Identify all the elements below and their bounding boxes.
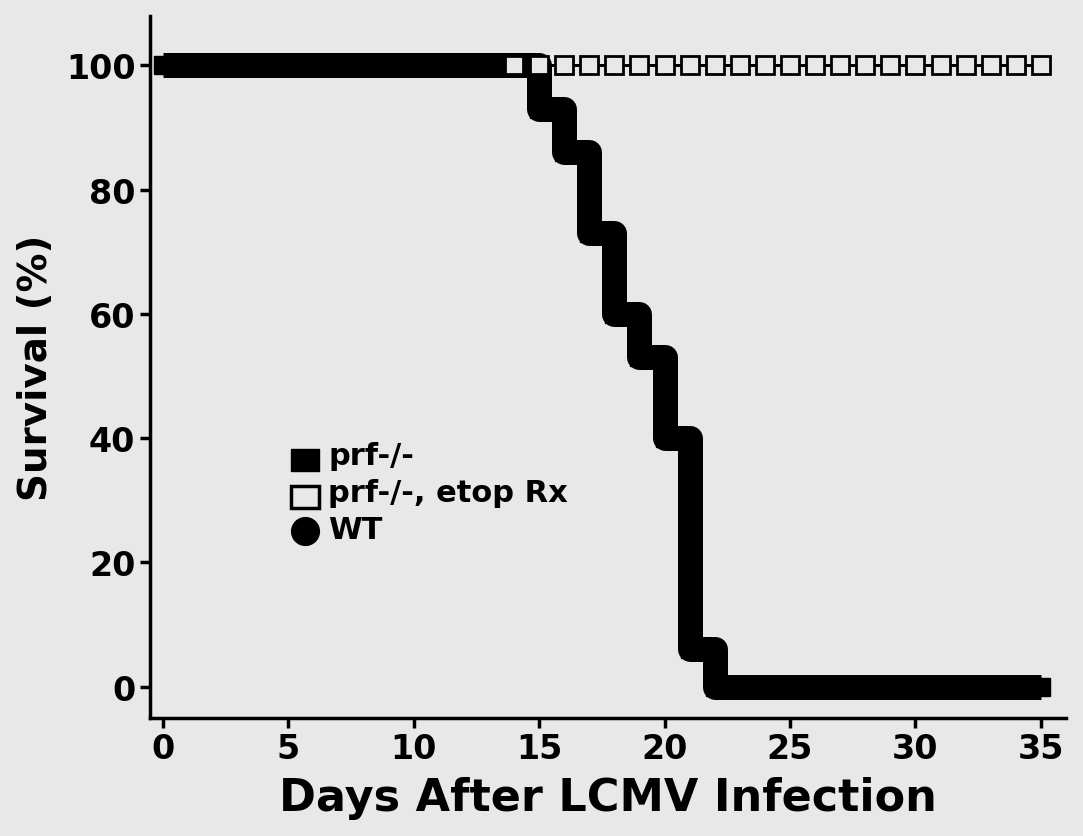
Y-axis label: Survival (%): Survival (%) <box>16 234 54 500</box>
X-axis label: Days After LCMV Infection: Days After LCMV Infection <box>279 777 937 819</box>
Legend: prf-/-, prf-/-, etop Rx, WT: prf-/-, prf-/-, etop Rx, WT <box>285 436 574 551</box>
